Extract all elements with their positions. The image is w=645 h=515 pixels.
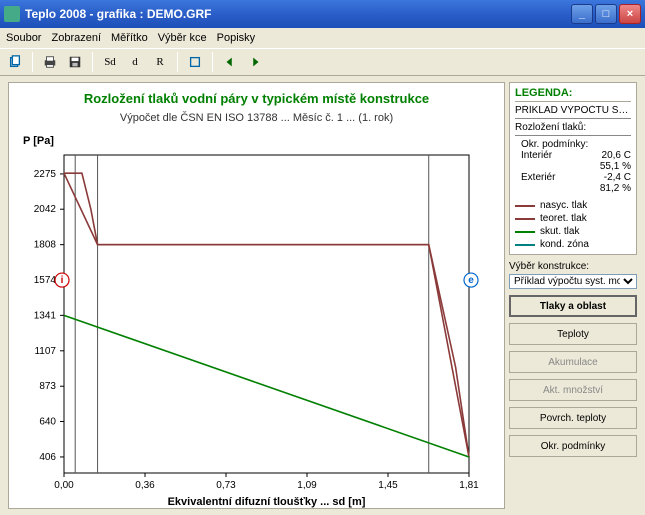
exterior-label: Exteriér	[521, 172, 555, 183]
konstrukce-select[interactable]: Příklad výpočtu syst. mo	[509, 274, 637, 289]
svg-text:2275: 2275	[34, 169, 57, 180]
r-button[interactable]: R	[149, 51, 171, 73]
tlaky-button[interactable]: Tlaky a oblast	[509, 295, 637, 317]
d-button[interactable]: d	[124, 51, 146, 73]
okr-podminky-button[interactable]: Okr. podmínky	[509, 435, 637, 457]
save-button[interactable]	[64, 51, 86, 73]
svg-text:873: 873	[39, 381, 56, 392]
svg-text:2042: 2042	[34, 204, 57, 215]
akt-mnozstvi-button[interactable]: Akt. množství	[509, 379, 637, 401]
menu-meritko[interactable]: Měřítko	[111, 32, 148, 44]
povrch-teploty-button[interactable]: Povrch. teploty	[509, 407, 637, 429]
menu-soubor[interactable]: Soubor	[6, 32, 41, 44]
legend-line: kond. zóna	[515, 239, 631, 250]
svg-text:640: 640	[39, 417, 56, 428]
legend-line: skut. tlak	[515, 226, 631, 237]
menu-vyber[interactable]: Výběr kce	[158, 32, 207, 44]
minimize-button[interactable]: _	[571, 4, 593, 24]
close-button[interactable]: ×	[619, 4, 641, 24]
svg-text:1341: 1341	[34, 310, 57, 321]
legend-line: teoret. tlak	[515, 213, 631, 224]
svg-text:1,09: 1,09	[297, 480, 317, 491]
svg-text:1107: 1107	[34, 346, 56, 357]
toolbar: Sd d R	[0, 48, 645, 76]
svg-text:0,73: 0,73	[216, 480, 236, 491]
maximize-button[interactable]: □	[595, 4, 617, 24]
copy-button[interactable]	[4, 51, 26, 73]
akumulace-button[interactable]: Akumulace	[509, 351, 637, 373]
legend-sub: Rozložení tlaků:	[515, 122, 631, 136]
exterior-t: -2,4 C	[604, 172, 631, 183]
menu-popisky[interactable]: Popisky	[217, 32, 256, 44]
title-bar: Teplo 2008 - grafika : DEMO.GRF _ □ ×	[0, 0, 645, 28]
legend-title: LEGENDA:	[515, 87, 631, 102]
svg-text:1574: 1574	[34, 275, 57, 286]
next-button[interactable]	[244, 51, 266, 73]
selector-label: Výběr konstrukce:	[509, 261, 637, 272]
legend-file: PŘÍKLAD VÝPOČTU SY...	[515, 105, 631, 119]
teploty-button[interactable]: Teploty	[509, 323, 637, 345]
svg-text:1,45: 1,45	[378, 480, 398, 491]
window-title: Teplo 2008 - grafika : DEMO.GRF	[25, 7, 569, 21]
cond-title: Okr. podmínky:	[521, 139, 631, 150]
menu-bar: Soubor Zobrazení Měřítko Výběr kce Popis…	[0, 28, 645, 48]
sd-button[interactable]: Sd	[99, 51, 121, 73]
svg-text:i: i	[61, 275, 64, 286]
konstrukce-selector: Výběr konstrukce: Příklad výpočtu syst. …	[509, 261, 637, 289]
svg-text:Ekvivalentní difuzní tloušťky: Ekvivalentní difuzní tloušťky ... sd [m]	[168, 496, 366, 508]
interior-t: 20,6 C	[602, 150, 631, 161]
svg-text:1808: 1808	[34, 240, 57, 251]
menu-zobrazeni[interactable]: Zobrazení	[51, 32, 101, 44]
app-icon	[4, 6, 20, 22]
svg-text:0,00: 0,00	[54, 480, 74, 491]
interior-label: Interiér	[521, 150, 552, 161]
svg-text:e: e	[468, 275, 474, 286]
legend-line: nasyc. tlak	[515, 200, 631, 211]
legend-box: LEGENDA: PŘÍKLAD VÝPOČTU SY... Rozložení…	[509, 82, 637, 255]
side-panel: LEGENDA: PŘÍKLAD VÝPOČTU SY... Rozložení…	[509, 82, 637, 509]
refresh-button[interactable]	[184, 51, 206, 73]
svg-text:406: 406	[39, 452, 56, 463]
interior-h: 55,1 %	[600, 161, 631, 172]
svg-text:1,81: 1,81	[459, 480, 479, 491]
print-button[interactable]	[39, 51, 61, 73]
chart-svg: 406 640 873 1107 1341 1574 1808 2042 2275 0,00 0,3…	[9, 83, 499, 513]
prev-button[interactable]	[219, 51, 241, 73]
svg-text:0,36: 0,36	[135, 480, 155, 491]
exterior-h: 81,2 %	[600, 183, 631, 194]
chart-panel: Rozložení tlaků vodní páry v typickém mí…	[8, 82, 505, 509]
